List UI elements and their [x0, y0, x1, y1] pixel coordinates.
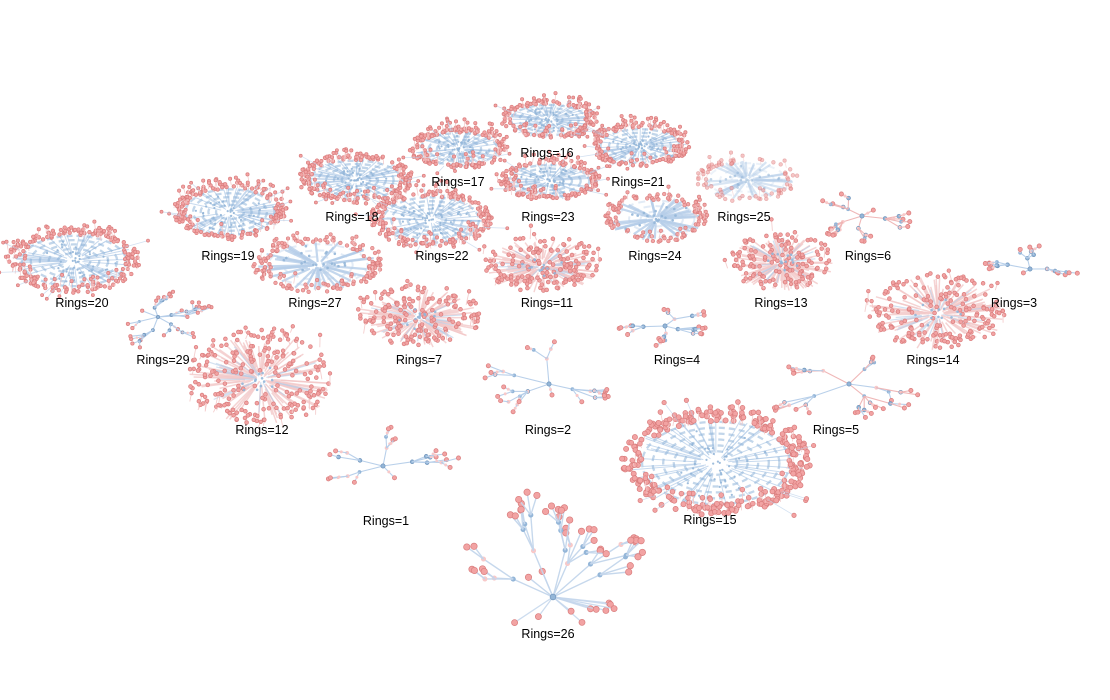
- graph-rings-11: [482, 223, 603, 293]
- cluster-label: Rings=17: [431, 175, 485, 189]
- graph-rings-22: [353, 178, 510, 255]
- graph-rings-16: [493, 91, 601, 140]
- cluster-label: Rings=24: [628, 249, 682, 263]
- cluster-label: Rings=14: [906, 353, 960, 367]
- cluster-label: Rings=12: [235, 423, 289, 437]
- cluster-label: Rings=18: [325, 210, 379, 224]
- cluster-label: Rings=22: [415, 249, 469, 263]
- cluster-label: Rings=7: [395, 353, 443, 367]
- graph-rings-3: [982, 243, 1080, 278]
- graph-rings-14: [864, 268, 1007, 350]
- cluster-label: Rings=21: [611, 175, 665, 189]
- cluster-label: Rings=2: [524, 423, 572, 437]
- graph-rings-20: [0, 219, 150, 301]
- cluster-label: Rings=29: [136, 353, 190, 367]
- graph-rings-21: [576, 113, 692, 171]
- graph-rings-7: [356, 278, 482, 348]
- graph-rings-6: [820, 191, 913, 244]
- graph-rings-15: [619, 397, 817, 518]
- cluster-label: Rings=20: [55, 296, 109, 310]
- graph-rings-13: [722, 217, 833, 291]
- graph-rings-23: [489, 149, 610, 201]
- cluster-label: Rings=11: [520, 296, 574, 310]
- cluster-label: Rings=19: [201, 249, 255, 263]
- graph-rings-2: [482, 339, 611, 415]
- cluster-label: Rings=26: [521, 627, 575, 641]
- graph-rings-26: [463, 488, 646, 626]
- graph-rings-5: [771, 354, 921, 420]
- graph-rings-1: [325, 424, 461, 485]
- cluster-label: Rings=23: [521, 210, 575, 224]
- cluster-label: Rings=27: [288, 296, 342, 310]
- graph-rings-27: [251, 230, 383, 294]
- graph-rings-29: [125, 289, 214, 350]
- graph-rings-4: [616, 307, 708, 348]
- cluster-label: Rings=3: [990, 296, 1038, 310]
- cluster-label: Rings=15: [683, 513, 737, 527]
- graph-rings-12: [187, 324, 333, 428]
- cluster-label: Rings=25: [717, 210, 771, 224]
- cluster-label: Rings=6: [844, 249, 892, 263]
- cluster-label: Rings=4: [653, 353, 701, 367]
- graph-rings-19: [159, 172, 293, 242]
- graph-rings-24: [603, 184, 710, 244]
- graph-rings-18: [298, 147, 426, 209]
- cluster-label: Rings=13: [754, 296, 808, 310]
- cluster-label: Rings=1: [362, 514, 410, 528]
- cluster-label: Rings=5: [812, 423, 860, 437]
- cluster-label: Rings=16: [520, 146, 574, 160]
- graph-rings-25: [695, 150, 800, 203]
- graph-rings-17: [401, 116, 512, 176]
